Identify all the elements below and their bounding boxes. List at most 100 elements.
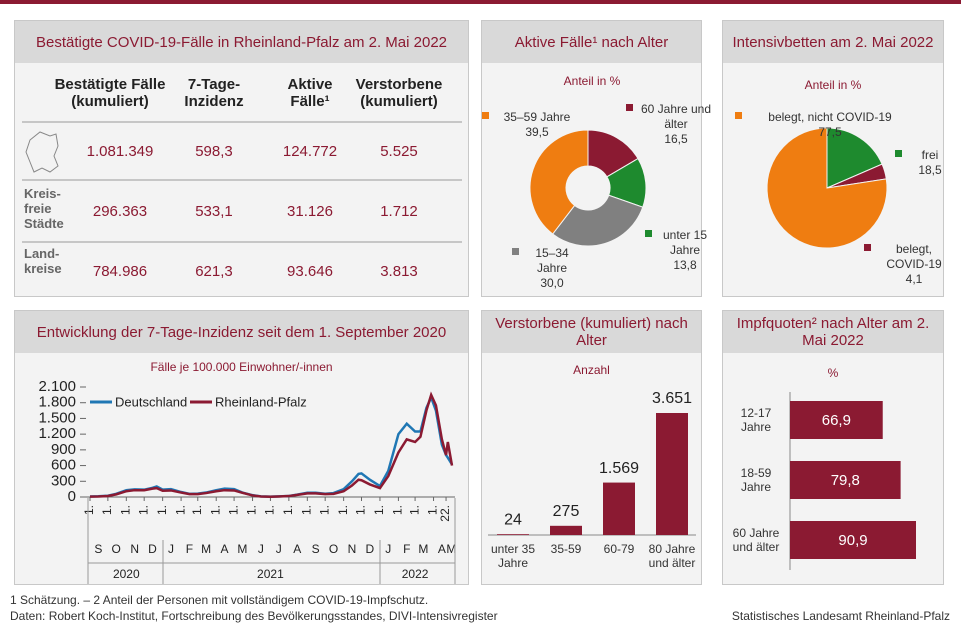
- slice-value: 30,0: [540, 276, 564, 290]
- y-tick-label: 1.800: [38, 394, 76, 411]
- x-tick-label: 1.: [426, 505, 440, 515]
- y-tick-label: 1.200: [38, 425, 76, 442]
- slice-value: 13,8: [673, 258, 697, 272]
- month-label: F: [186, 542, 193, 556]
- value-label: 90,9: [838, 532, 867, 549]
- month-label: A: [293, 542, 301, 556]
- category-label: 35-59: [550, 542, 582, 556]
- panel: Intensivbetten am 2. Mai 2022: [722, 20, 944, 297]
- legend-label: Deutschland: [115, 394, 187, 409]
- bar: [550, 525, 582, 535]
- subtitle: %: [827, 366, 839, 380]
- subtitle: Fälle je 100.000 Einwohner/-innen: [150, 360, 333, 374]
- footer-notes: 1 Schätzung. – 2 Anteil der Personen mit…: [10, 593, 429, 607]
- value-label: 3.651: [652, 390, 692, 407]
- month-label: M: [201, 542, 211, 556]
- legend-swatch: [864, 244, 871, 251]
- slice-category: 15–34 Jahre: [535, 246, 569, 275]
- subtitle: Anzahl: [573, 363, 610, 377]
- slice-value: 18,5: [918, 163, 942, 177]
- footer-source: Daten: Robert Koch-Institut, Fortschreib…: [10, 609, 498, 623]
- month-label: D: [148, 542, 157, 556]
- table-value: 31.126: [287, 203, 333, 220]
- x-tick-label: 1.: [190, 505, 204, 515]
- y-tick-label: 2.100: [38, 378, 76, 395]
- slice-label: frei 18,5: [905, 148, 955, 178]
- month-label: M: [237, 542, 247, 556]
- slice-value: 4,1: [905, 272, 923, 286]
- year-label: 2021: [257, 567, 284, 581]
- slice: [766, 127, 888, 249]
- slice: [529, 129, 589, 235]
- table-value: 784.986: [92, 263, 148, 280]
- panel-title: Bestätigte COVID-19-Fälle in Rheinland-P…: [15, 21, 468, 63]
- x-tick-label: 1.: [82, 505, 96, 515]
- table-value: 533,1: [195, 203, 233, 220]
- y-tick-label: 600: [51, 457, 76, 474]
- y-tick-label: 1.500: [38, 409, 76, 426]
- value-label: 79,8: [831, 472, 860, 489]
- map-icon: [25, 131, 59, 173]
- slice-label: 60 Jahre und älter 16,5: [636, 102, 716, 147]
- x-tick-label: 1.: [226, 505, 240, 515]
- table-value: 93.646: [287, 263, 333, 280]
- slice-value: 77,5: [818, 125, 842, 139]
- table-value: 621,3: [195, 263, 233, 280]
- legend-swatch: [626, 104, 633, 111]
- row-label: Land-kreise: [24, 246, 62, 276]
- x-tick-label: 1.: [354, 505, 368, 515]
- table-panel: Bestätigte COVID-19-Fälle in Rheinland-P…: [14, 20, 469, 297]
- slice-label: belegt, nicht COVID-19 77,5: [745, 110, 915, 140]
- slice-category: belegt, COVID-19: [886, 242, 942, 271]
- slice-label: belegt, COVID-19 4,1: [874, 242, 954, 287]
- slice: [551, 194, 644, 247]
- column-header: Bestätigte Fälle (kumuliert): [54, 76, 166, 110]
- slice-category: 60 Jahre und älter: [640, 102, 712, 131]
- line: [89, 391, 454, 498]
- x-tick-label: 1.: [136, 505, 150, 515]
- year-label: 2022: [402, 567, 429, 581]
- x-tick-label: 1.: [281, 505, 295, 515]
- table-value: 3.813: [380, 263, 418, 280]
- x-tick-label: 1.: [372, 505, 386, 515]
- legend-swatch: [482, 112, 489, 119]
- slice-label: 15–34 Jahre 30,0: [522, 246, 582, 291]
- column-header: Aktive Fälle¹: [287, 76, 333, 110]
- month-label: D: [365, 542, 374, 556]
- panel-title: Aktive Fälle¹ nach Alter: [482, 21, 701, 63]
- x-tick-label: 1.: [118, 505, 132, 515]
- x-tick-label: 1.: [100, 505, 114, 515]
- footer-publisher: Statistisches Landesamt Rheinland-Pfalz: [731, 609, 950, 623]
- category-label: 12-17 Jahre: [740, 406, 772, 434]
- legend-swatch: [735, 112, 742, 119]
- column-header: 7-Tage-Inzidenz: [184, 76, 244, 110]
- subtitle: Anteil in %: [563, 74, 621, 88]
- legend-label: Rheinland-Pfalz: [215, 394, 307, 409]
- value-label: 275: [553, 503, 580, 520]
- category-label: 18-59 Jahre: [740, 466, 772, 494]
- value-label: 24: [504, 511, 522, 528]
- x-tick-label: 1.: [336, 505, 350, 515]
- slice-category: belegt, nicht COVID-19: [768, 110, 892, 124]
- subtitle: Anteil in %: [804, 78, 862, 92]
- month-label: N: [130, 542, 139, 556]
- column-header: Verstorbene (kumuliert): [355, 76, 443, 110]
- slice-value: 39,5: [525, 125, 549, 139]
- panel-title: Verstorbene (kumuliert) nach Alter: [482, 311, 701, 353]
- category-label: 60-79: [603, 542, 635, 556]
- table-value: 124.772: [282, 143, 338, 160]
- slice-value: 16,5: [664, 132, 688, 146]
- panel-title: Intensivbetten am 2. Mai 2022: [723, 21, 943, 63]
- slice-label: 35–59 Jahre 39,5: [492, 110, 582, 140]
- value-label: 1.569: [599, 460, 639, 477]
- x-tick-label: 22.: [438, 505, 452, 522]
- top-bar: [0, 0, 961, 4]
- legend-swatch: [895, 150, 902, 157]
- panel-title: Entwicklung der 7-Tage-Inzidenz seit dem…: [15, 311, 468, 353]
- panel: Impfquoten² nach Alter am 2. Mai 2022: [722, 310, 944, 585]
- slice-label: unter 15 Jahre 13,8: [655, 228, 715, 273]
- table-value: 1.081.349: [86, 143, 154, 160]
- slice: [826, 127, 883, 189]
- table-value: 1.712: [380, 203, 418, 220]
